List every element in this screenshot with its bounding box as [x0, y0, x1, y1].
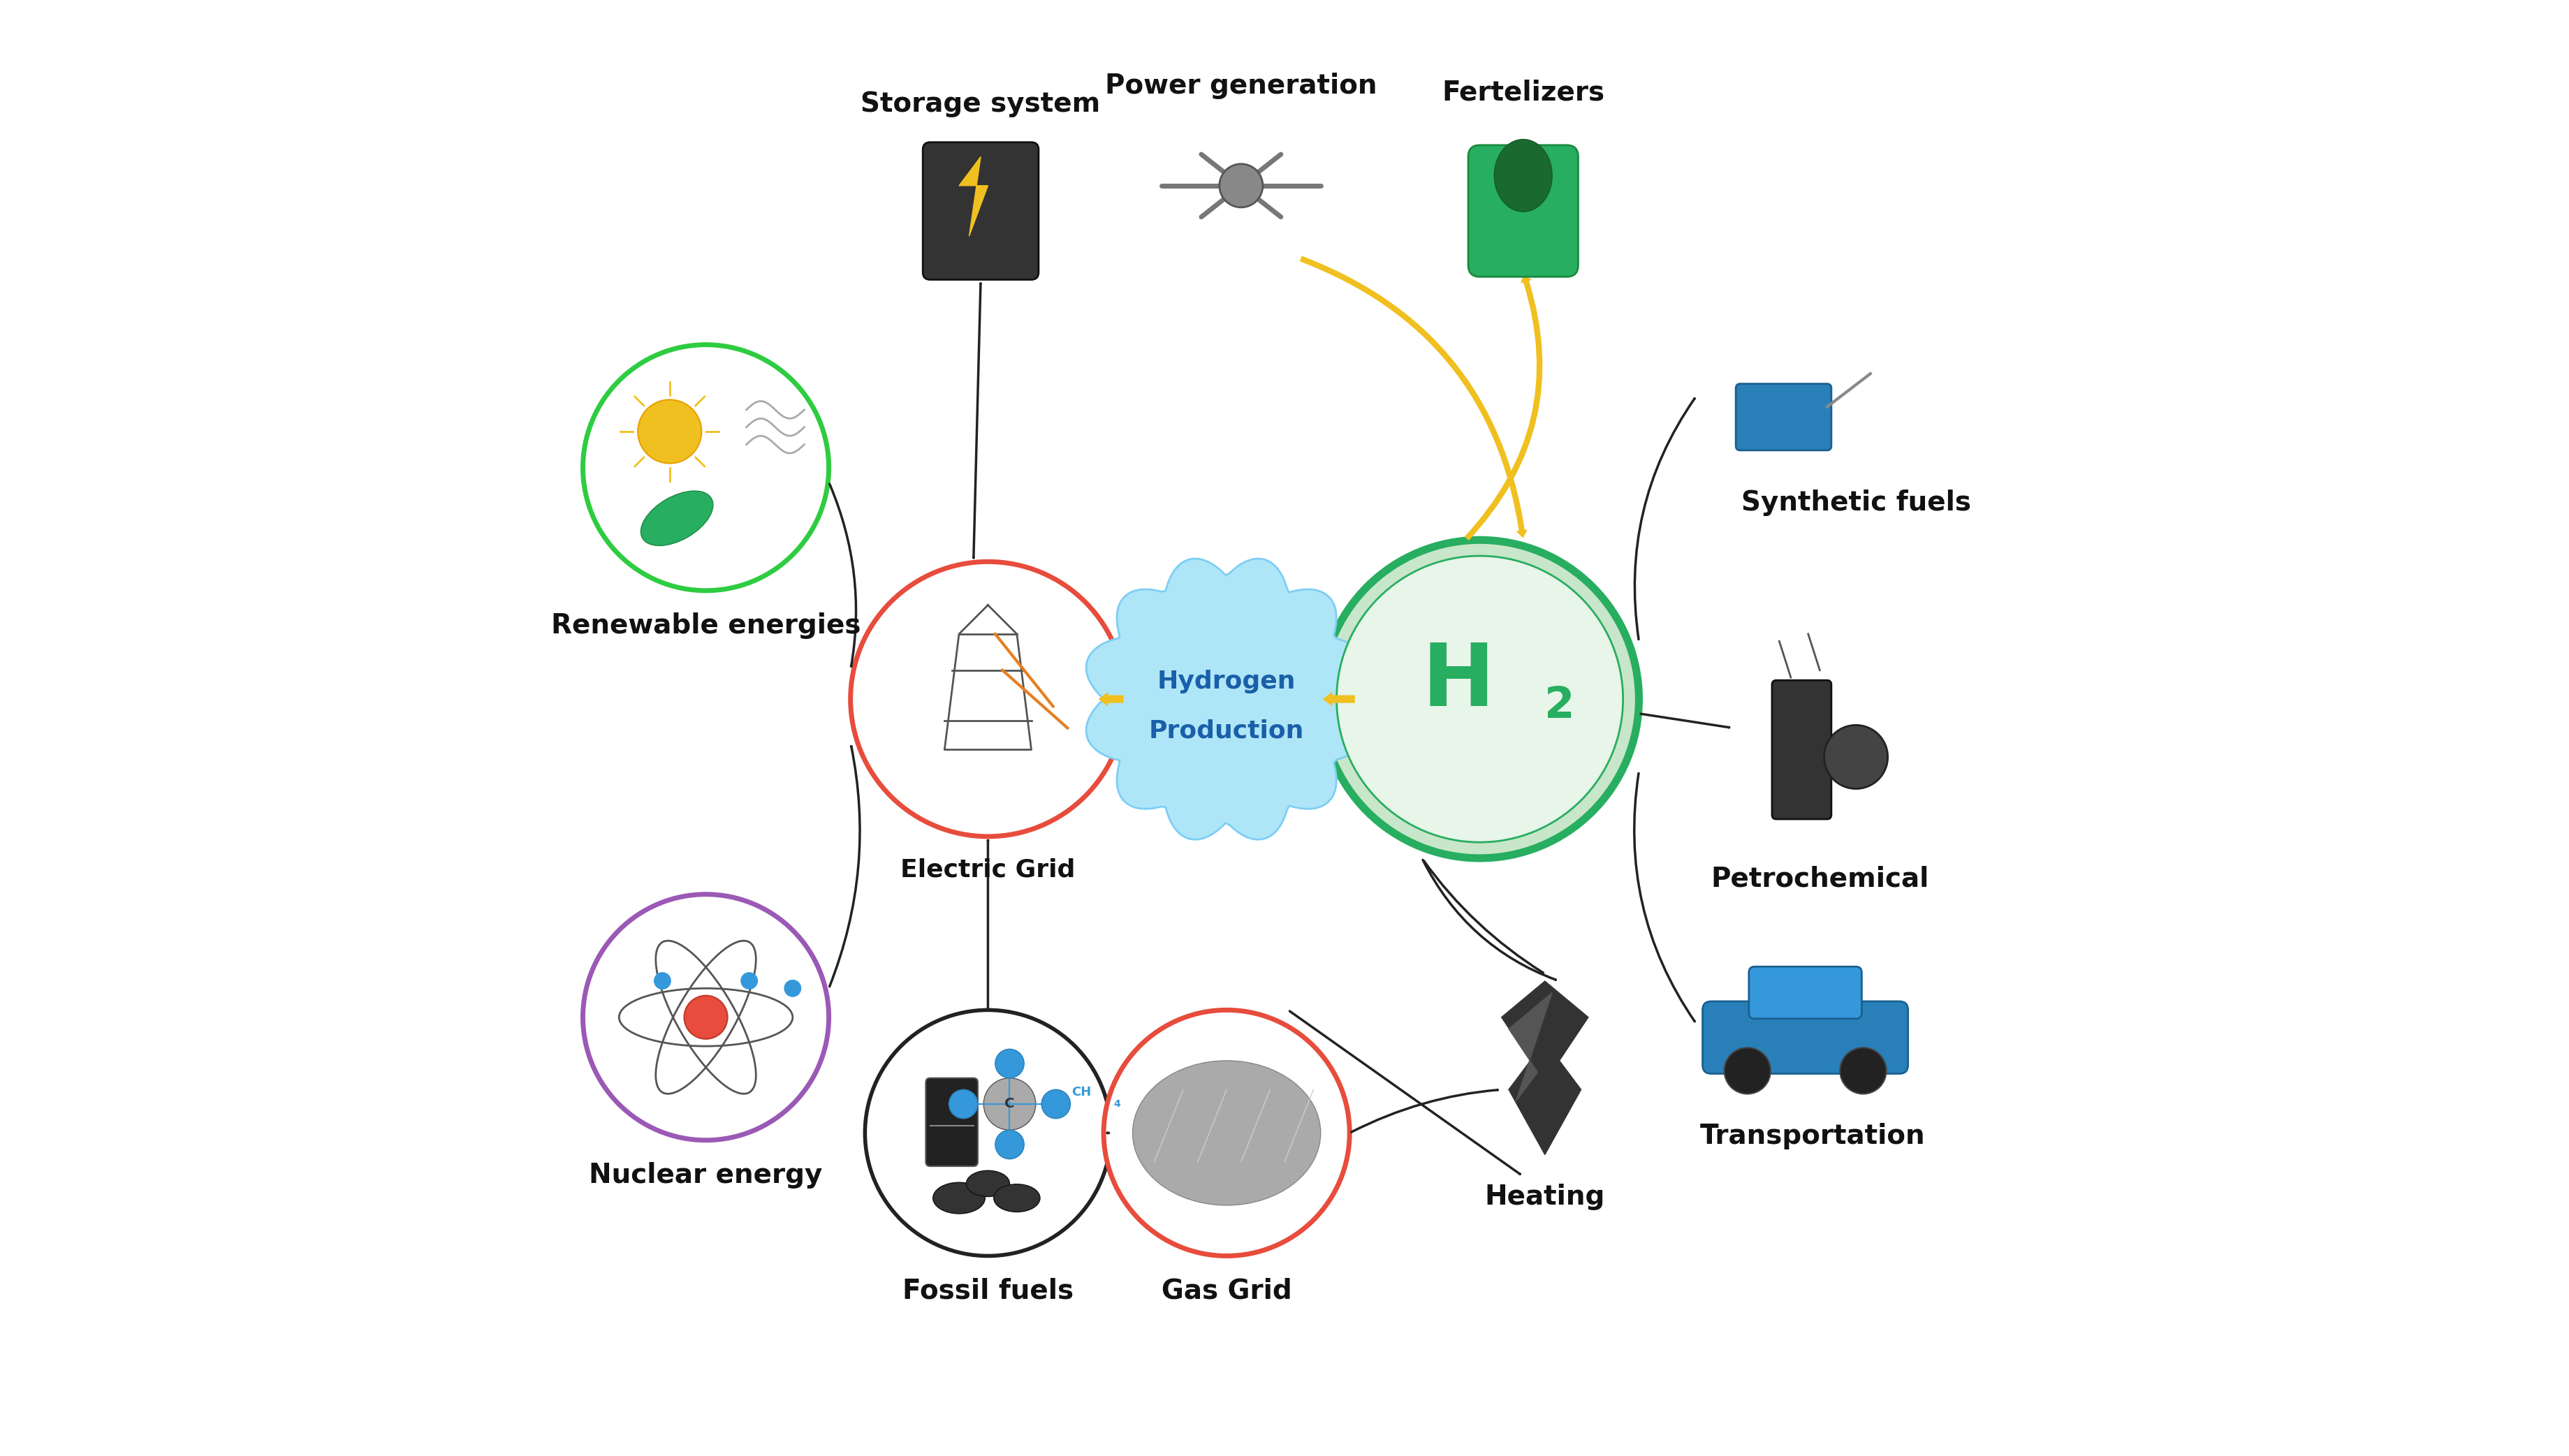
FancyBboxPatch shape [922, 143, 1038, 280]
Circle shape [1320, 540, 1639, 858]
Circle shape [1839, 1048, 1886, 1093]
Circle shape [683, 996, 727, 1040]
FancyBboxPatch shape [1737, 384, 1832, 450]
Text: 4: 4 [1115, 1099, 1120, 1109]
Ellipse shape [1133, 1060, 1320, 1206]
Circle shape [583, 345, 830, 591]
Ellipse shape [933, 1182, 984, 1214]
Circle shape [583, 894, 830, 1140]
Text: Storage system: Storage system [861, 92, 1100, 118]
Circle shape [653, 973, 671, 990]
Text: Nuclear energy: Nuclear energy [588, 1162, 822, 1188]
Circle shape [1824, 725, 1888, 789]
Polygon shape [958, 157, 989, 236]
Ellipse shape [1495, 140, 1552, 211]
Text: Fossil fuels: Fossil fuels [902, 1277, 1074, 1305]
Circle shape [994, 1050, 1025, 1077]
Circle shape [850, 562, 1125, 837]
Polygon shape [1087, 559, 1367, 840]
Text: Electric Grid: Electric Grid [902, 858, 1076, 882]
Ellipse shape [640, 491, 714, 546]
Circle shape [1336, 556, 1624, 842]
Text: Petrochemical: Petrochemical [1711, 865, 1929, 893]
Circle shape [637, 400, 701, 463]
Circle shape [784, 980, 802, 997]
Circle shape [1040, 1089, 1071, 1118]
Text: C: C [1004, 1098, 1015, 1111]
Ellipse shape [994, 1184, 1040, 1211]
Circle shape [740, 973, 758, 990]
FancyBboxPatch shape [1469, 146, 1577, 277]
Text: Fertelizers: Fertelizers [1441, 80, 1606, 106]
Text: Hydrogen: Hydrogen [1156, 670, 1295, 693]
Circle shape [984, 1077, 1035, 1130]
Circle shape [1105, 1010, 1349, 1257]
Circle shape [994, 1130, 1025, 1159]
Text: Transportation: Transportation [1701, 1123, 1924, 1149]
FancyBboxPatch shape [1703, 1002, 1909, 1073]
Circle shape [1724, 1048, 1770, 1093]
Text: H: H [1421, 639, 1495, 724]
Text: 2: 2 [1544, 686, 1575, 727]
Text: Production: Production [1148, 719, 1305, 743]
Ellipse shape [966, 1171, 1010, 1197]
Circle shape [866, 1010, 1110, 1257]
Circle shape [948, 1089, 979, 1118]
FancyBboxPatch shape [925, 1077, 979, 1166]
Circle shape [1220, 165, 1264, 207]
Text: Renewable energies: Renewable energies [550, 613, 861, 639]
Polygon shape [1500, 981, 1588, 1155]
FancyBboxPatch shape [1749, 967, 1863, 1019]
Text: Synthetic fuels: Synthetic fuels [1742, 489, 1970, 515]
Text: Power generation: Power generation [1105, 73, 1377, 99]
Text: Gas Grid: Gas Grid [1161, 1277, 1292, 1305]
Polygon shape [1508, 993, 1552, 1101]
Text: CH: CH [1071, 1086, 1092, 1099]
Text: Heating: Heating [1485, 1184, 1606, 1210]
FancyBboxPatch shape [1773, 680, 1832, 820]
